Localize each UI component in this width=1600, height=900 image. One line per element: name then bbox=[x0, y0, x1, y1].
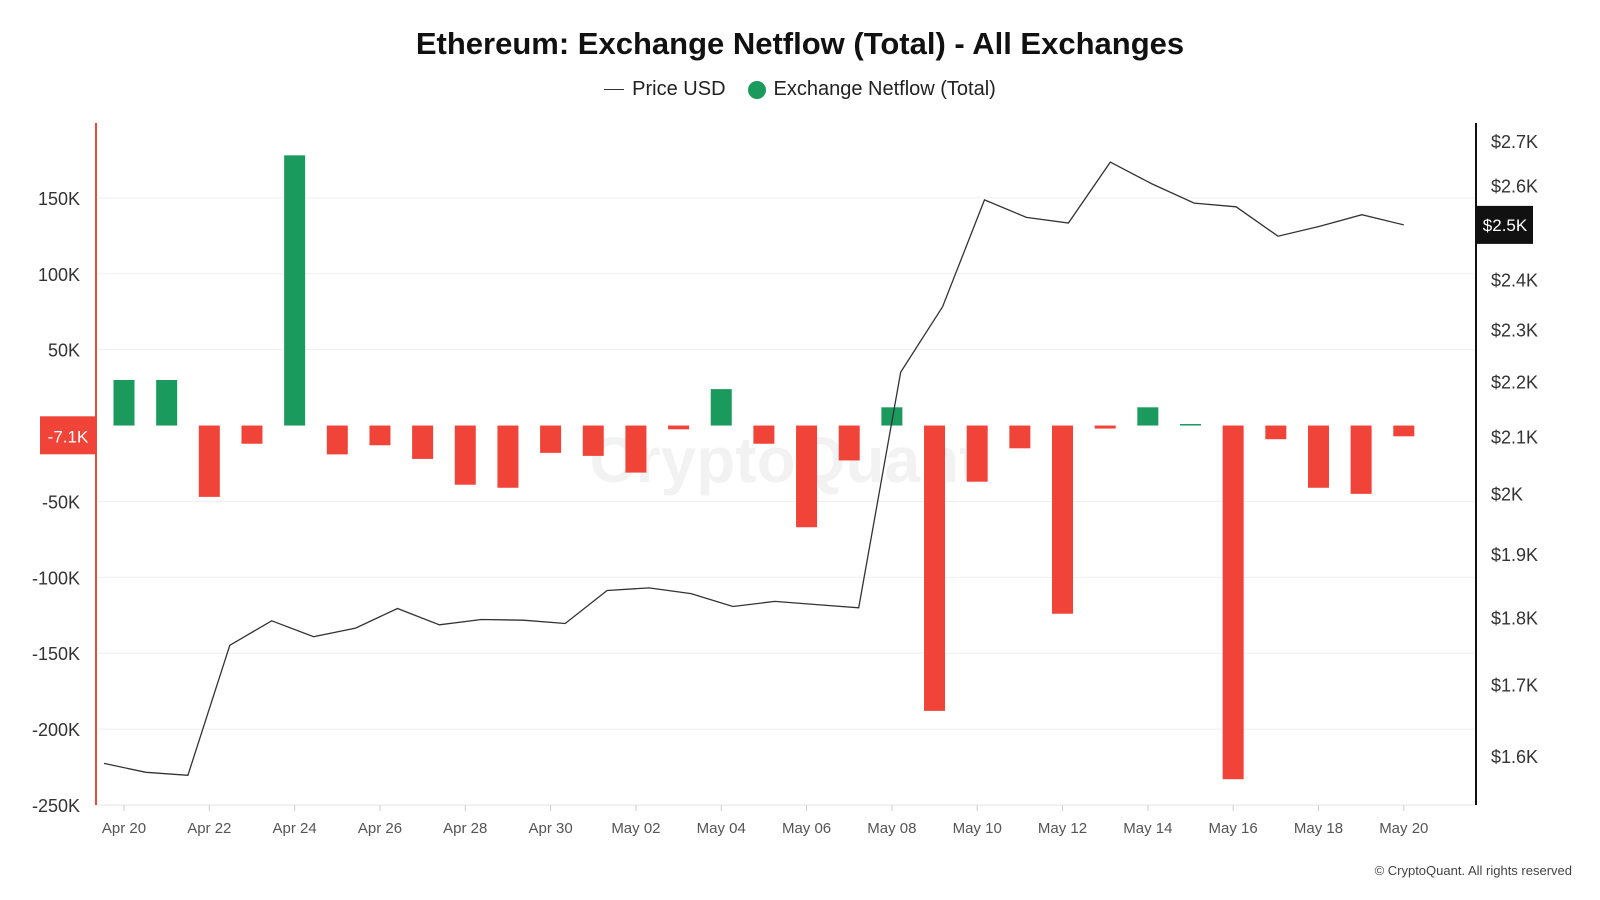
right-tick-label: $2.7K bbox=[1491, 132, 1538, 152]
netflow-bar bbox=[1052, 425, 1074, 614]
right-tick-label: $1.7K bbox=[1491, 676, 1538, 696]
x-tick-label: May 06 bbox=[782, 820, 831, 837]
x-tick-label: Apr 24 bbox=[273, 820, 317, 837]
x-tick-label: May 14 bbox=[1123, 820, 1172, 837]
right-tick-label: $2.1K bbox=[1491, 427, 1538, 447]
left-tick-label: 150K bbox=[38, 189, 80, 209]
right-tick-label: $1.9K bbox=[1491, 545, 1538, 565]
x-tick-label: Apr 26 bbox=[358, 820, 402, 837]
netflow-bar bbox=[241, 425, 263, 444]
netflow-bar bbox=[668, 425, 690, 430]
left-tick-label: -250K bbox=[32, 796, 80, 816]
netflow-bar bbox=[1180, 424, 1201, 426]
netflow-bar bbox=[454, 425, 476, 485]
netflow-bar bbox=[710, 389, 732, 426]
netflow-bar bbox=[1393, 425, 1415, 437]
left-tick-label: 100K bbox=[38, 265, 80, 285]
x-tick-label: May 18 bbox=[1294, 820, 1343, 837]
chart-legend: Price USD Exchange Netflow (Total) bbox=[0, 78, 1600, 101]
netflow-bar bbox=[198, 425, 220, 497]
x-tick-label: May 20 bbox=[1379, 820, 1428, 837]
line-icon bbox=[604, 89, 625, 90]
netflow-bar bbox=[1009, 425, 1031, 449]
netflow-bar bbox=[924, 425, 946, 711]
x-tick-label: May 12 bbox=[1038, 820, 1087, 837]
current-netflow-badge bbox=[40, 416, 96, 455]
x-tick-label: May 08 bbox=[867, 820, 916, 837]
chart-title: Ethereum: Exchange Netflow (Total) - All… bbox=[415, 26, 1185, 61]
legend-item-netflow[interactable]: Exchange Netflow (Total) bbox=[747, 78, 996, 101]
netflow-bar bbox=[1137, 407, 1159, 426]
x-tick-label: Apr 22 bbox=[187, 820, 231, 837]
netflow-bar bbox=[412, 425, 434, 459]
copyright-notice: © CryptoQuant. All rights reserved bbox=[1374, 863, 1572, 878]
netflow-bar bbox=[1265, 425, 1287, 440]
current-price-badge bbox=[1477, 205, 1533, 244]
netflow-bar bbox=[796, 425, 818, 528]
x-tick-label: May 04 bbox=[697, 820, 746, 837]
netflow-bar bbox=[326, 425, 348, 455]
right-tick-label: $1.6K bbox=[1491, 747, 1538, 767]
price-line bbox=[103, 161, 1404, 776]
right-tick-label: $2K bbox=[1491, 485, 1523, 505]
legend-label-netflow: Exchange Netflow (Total) bbox=[773, 78, 996, 100]
left-tick-label: -200K bbox=[32, 720, 80, 740]
netflow-bar bbox=[1307, 425, 1329, 488]
right-tick-label: $2.4K bbox=[1491, 270, 1538, 290]
legend-label-price: Price USD bbox=[632, 78, 726, 100]
netflow-bar bbox=[881, 407, 903, 426]
x-tick-label: May 16 bbox=[1209, 820, 1258, 837]
x-tick-label: Apr 28 bbox=[443, 820, 487, 837]
netflow-bar bbox=[1222, 425, 1244, 780]
right-tick-label: $2.2K bbox=[1491, 373, 1538, 393]
x-tick-label: Apr 30 bbox=[528, 820, 572, 837]
current-price-badge-label: $2.5K bbox=[1483, 216, 1528, 235]
netflow-bar bbox=[284, 155, 306, 426]
right-tick-label: $1.8K bbox=[1491, 609, 1538, 629]
netflow-bar bbox=[156, 380, 178, 426]
netflow-bar bbox=[540, 425, 562, 453]
netflow-bar bbox=[497, 425, 519, 488]
left-tick-label: -50K bbox=[42, 492, 80, 512]
x-tick-label: Apr 20 bbox=[102, 820, 146, 837]
left-tick-label: -100K bbox=[32, 568, 80, 588]
watermark: CryptoQuant bbox=[589, 424, 980, 496]
netflow-bar bbox=[113, 380, 135, 426]
right-tick-label: $2.3K bbox=[1491, 320, 1538, 340]
left-tick-label: 50K bbox=[48, 341, 80, 361]
dot-icon bbox=[747, 80, 766, 99]
netflow-bar bbox=[1094, 425, 1116, 429]
legend-item-price[interactable]: Price USD bbox=[604, 78, 726, 101]
netflow-bar bbox=[369, 425, 391, 446]
netflow-bar bbox=[753, 425, 775, 444]
netflow-bar bbox=[966, 425, 988, 482]
netflow-bar bbox=[838, 425, 860, 461]
x-tick-label: May 02 bbox=[611, 820, 660, 837]
netflow-bar bbox=[1350, 425, 1372, 494]
left-tick-label: -150K bbox=[32, 644, 80, 664]
x-tick-label: May 10 bbox=[953, 820, 1002, 837]
netflow-bar bbox=[582, 425, 604, 456]
netflow-bar bbox=[625, 425, 647, 473]
current-netflow-badge-label: -7.1K bbox=[48, 427, 89, 446]
right-tick-label: $2.6K bbox=[1491, 176, 1538, 196]
